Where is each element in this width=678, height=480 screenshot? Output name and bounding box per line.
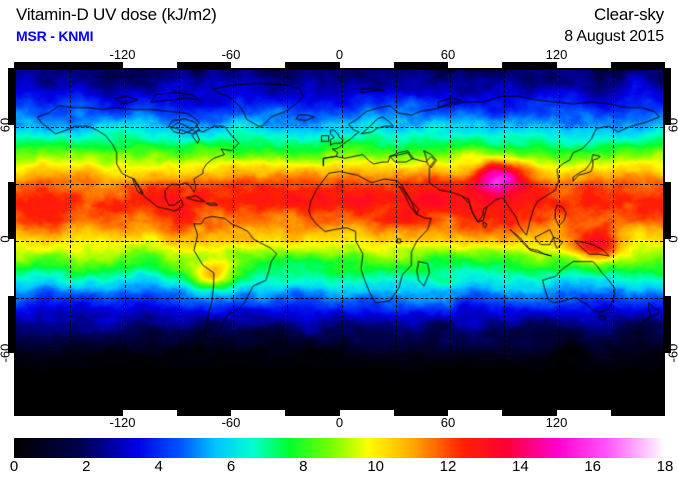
colorbar-tick-label: 8 <box>299 458 308 475</box>
tick-segment <box>393 62 448 68</box>
colorbar-tick-label: 4 <box>154 458 163 475</box>
x-axis-tick-label: -120 <box>109 415 136 430</box>
colorbar-tick-label: 14 <box>511 458 529 475</box>
tick-segment <box>285 62 340 68</box>
x-axis-tick-label: 0 <box>335 415 344 430</box>
y-axis-tick-label: 60 <box>665 117 678 133</box>
coastline-overlay-canvas <box>16 70 663 408</box>
colorbar-tick-label: 12 <box>439 458 457 475</box>
y-axis-tick-label: 0 <box>666 235 678 242</box>
colorbar-tick-label: 6 <box>226 458 236 475</box>
tick-segment <box>14 62 69 68</box>
tick-segment <box>502 410 557 416</box>
data-source-label: MSR - KNMI <box>16 28 94 44</box>
y-axis-tick-label: 0 <box>0 235 13 242</box>
x-axis-tick-label: 120 <box>545 415 568 430</box>
colorbar-tick-label: 18 <box>656 458 674 475</box>
sky-condition-label: Clear-sky <box>594 5 664 24</box>
x-axis-tick-label: -60 <box>221 415 241 430</box>
date-label: 8 August 2015 <box>564 28 664 45</box>
colorbar-tick-label: 16 <box>584 458 601 475</box>
axis-ticks-top <box>14 62 665 68</box>
tick-segment <box>8 182 14 239</box>
tick-segment <box>665 68 671 125</box>
y-axis-tick-label: -60 <box>665 343 678 363</box>
tick-segment <box>68 62 123 68</box>
tick-segment <box>8 296 14 353</box>
x-axis-tick-label: -60 <box>221 47 241 62</box>
tick-segment <box>176 62 231 68</box>
y-axis-tick-label: -60 <box>0 343 13 363</box>
colorbar-gradient <box>14 438 665 458</box>
axis-ticks-left <box>8 68 14 410</box>
x-axis-tick-label: 60 <box>440 47 456 62</box>
tick-segment <box>8 68 14 125</box>
tick-segment <box>502 62 557 68</box>
page-title: Vitamin-D UV dose (kJ/m2) <box>16 5 217 24</box>
tick-segment <box>176 410 231 416</box>
colorbar <box>14 438 665 458</box>
tick-segment <box>14 410 69 416</box>
tick-segment <box>665 182 671 239</box>
colorbar-tick-label: 10 <box>367 458 384 475</box>
tick-segment <box>665 296 671 353</box>
colorbar-tick-label: 2 <box>82 458 91 475</box>
colorbar-tick-label: 0 <box>9 458 19 475</box>
tick-segment <box>610 62 665 68</box>
axis-ticks-right <box>665 68 671 410</box>
world-map-plot <box>14 68 665 410</box>
tick-segment <box>285 410 340 416</box>
tick-segment <box>610 410 665 416</box>
tick-segment <box>393 410 448 416</box>
y-axis-tick-label: 60 <box>0 117 13 133</box>
x-axis-tick-label: -120 <box>109 47 136 62</box>
x-axis-tick-label: 120 <box>545 47 568 62</box>
x-axis-tick-label: 0 <box>335 47 344 62</box>
axis-ticks-bottom <box>14 410 665 416</box>
tick-segment <box>68 410 123 416</box>
x-axis-tick-label: 60 <box>440 415 456 430</box>
